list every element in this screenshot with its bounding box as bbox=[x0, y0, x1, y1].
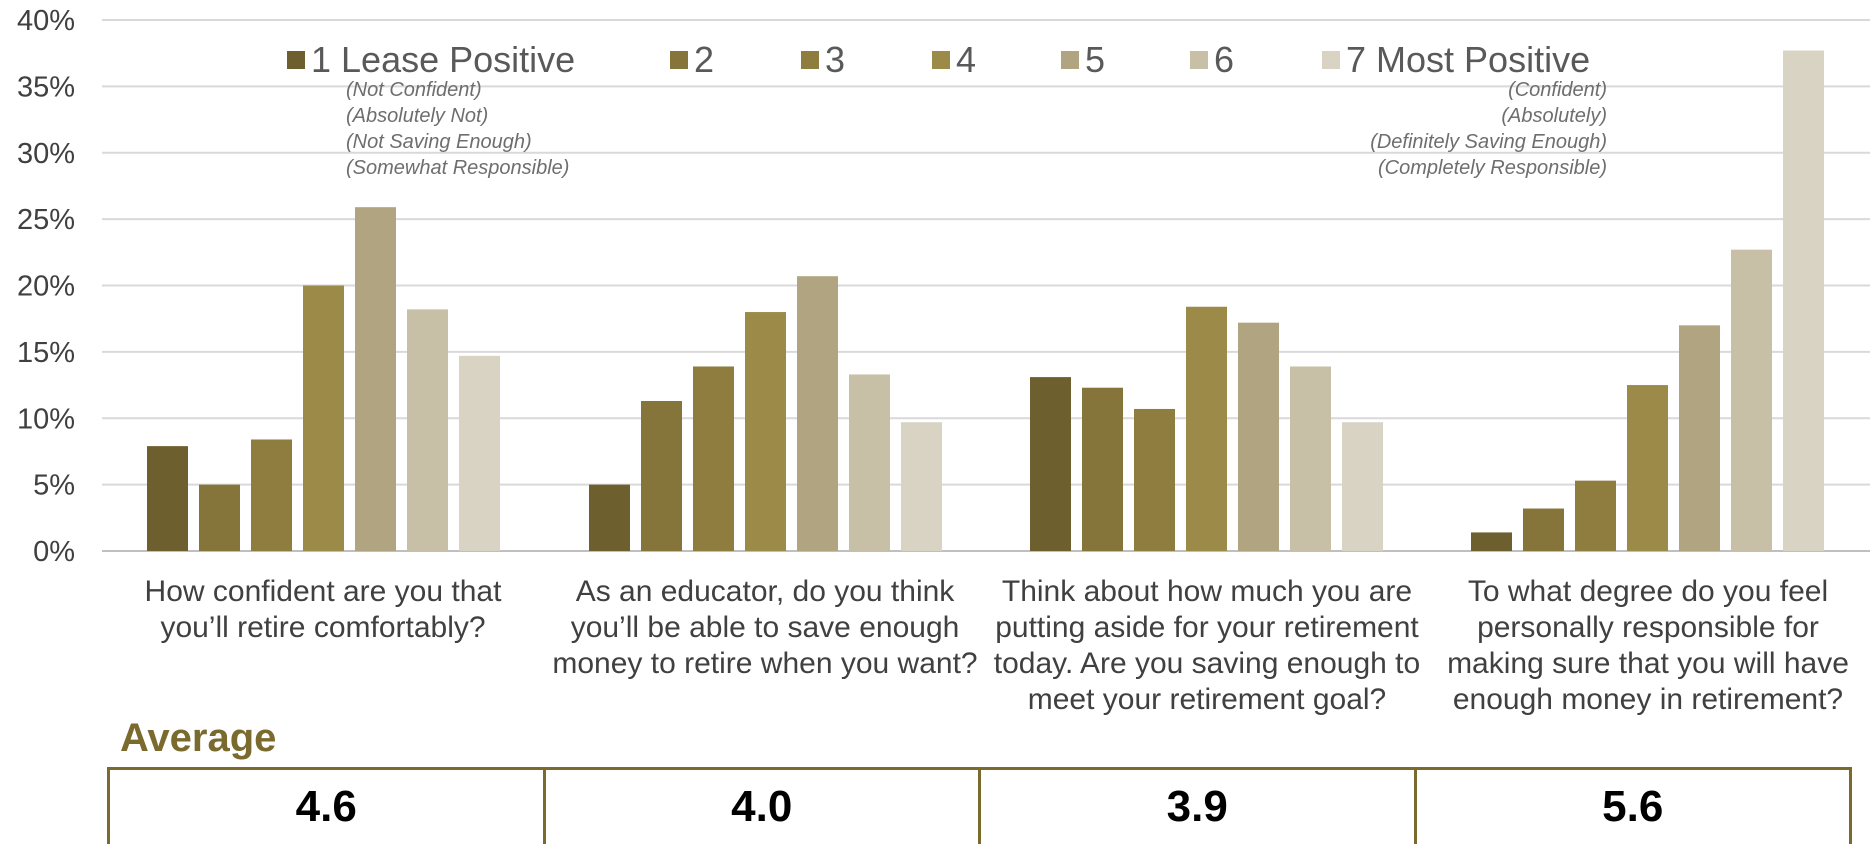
bar bbox=[303, 285, 344, 551]
annotation-left: (Somewhat Responsible) bbox=[346, 157, 569, 179]
legend-label: 2 bbox=[694, 39, 714, 80]
legend: 1 Lease Positive 2 3 4 5 6 7 Most Positive bbox=[287, 39, 1590, 80]
bar bbox=[745, 312, 786, 551]
y-tick-label: 30% bbox=[17, 138, 75, 170]
bar bbox=[1030, 377, 1071, 551]
bar bbox=[901, 422, 942, 551]
average-value-q1: 4.6 bbox=[295, 782, 357, 831]
annotation-left: (Not Confident) bbox=[346, 79, 482, 101]
bar bbox=[589, 484, 630, 551]
annotation-right: (Confident) bbox=[1508, 79, 1607, 101]
legend-label: 5 bbox=[1085, 39, 1105, 80]
bar bbox=[199, 484, 240, 551]
legend-swatch bbox=[801, 51, 819, 69]
category-labels: How confident are you that you’ll retire … bbox=[145, 575, 1849, 716]
category-label: To what degree do you feel personally res… bbox=[1447, 575, 1849, 716]
bars bbox=[147, 50, 1824, 552]
y-tick-label: 20% bbox=[17, 271, 75, 303]
bar bbox=[797, 276, 838, 551]
bar bbox=[1731, 249, 1772, 551]
annotation-right: (Completely Responsible) bbox=[1378, 157, 1607, 179]
gridlines bbox=[102, 19, 1870, 552]
y-tick-label: 5% bbox=[33, 470, 75, 502]
y-tick-label: 35% bbox=[17, 71, 75, 103]
bar bbox=[1783, 50, 1824, 551]
category-label: How confident are you that you’ll retire … bbox=[145, 575, 503, 644]
bar bbox=[1575, 480, 1616, 551]
bar bbox=[849, 374, 890, 551]
bar bbox=[641, 400, 682, 551]
chart: 0% 5% 10% 15% 20% 25% 30% 35% 40% 1 Lease Positi… bbox=[17, 5, 1870, 716]
bar bbox=[693, 366, 734, 551]
bar bbox=[1627, 385, 1668, 551]
annotation-left: (Absolutely Not) bbox=[346, 105, 488, 127]
y-tick-label: 15% bbox=[17, 337, 75, 369]
bar bbox=[1471, 532, 1512, 551]
bar bbox=[1342, 422, 1383, 551]
y-tick-label: 0% bbox=[33, 536, 75, 568]
category-label: As an educator, do you think you’ll be ab… bbox=[552, 575, 977, 680]
legend-label: 4 bbox=[956, 39, 976, 80]
annotation-right: (Definitely Saving Enough) bbox=[1370, 131, 1607, 153]
bar bbox=[251, 439, 292, 551]
bar bbox=[147, 446, 188, 551]
bar bbox=[355, 207, 396, 552]
y-axis-ticks: 0% 5% 10% 15% 20% 25% 30% 35% 40% bbox=[17, 5, 75, 568]
scale-annotations: (Not Confident) (Absolutely Not) (Not Savi… bbox=[346, 79, 1607, 179]
legend-swatch bbox=[287, 51, 305, 69]
legend-swatch bbox=[670, 51, 688, 69]
bar bbox=[407, 309, 448, 551]
legend-swatch bbox=[1061, 51, 1079, 69]
average-value-q4: 5.6 bbox=[1413, 770, 1850, 844]
legend-label: 7 Most Positive bbox=[1346, 39, 1590, 80]
average-value-q3: 3.9 bbox=[978, 770, 1414, 844]
y-tick-label: 25% bbox=[17, 204, 75, 236]
average-table: 4.6 4.0 3.9 5.6 bbox=[107, 767, 1852, 844]
legend-swatch bbox=[1190, 51, 1208, 69]
bar bbox=[459, 355, 500, 551]
annotation-right: (Absolutely) bbox=[1501, 105, 1607, 127]
average-title: Average bbox=[120, 716, 277, 760]
bar bbox=[1082, 387, 1123, 551]
legend-label: 6 bbox=[1214, 39, 1234, 80]
legend-swatch bbox=[1322, 51, 1340, 69]
y-tick-label: 10% bbox=[17, 403, 75, 435]
bar bbox=[1679, 325, 1720, 551]
average-value-q2: 4.0 bbox=[542, 770, 979, 844]
annotation-left: (Not Saving Enough) bbox=[346, 131, 532, 153]
bar bbox=[1238, 322, 1279, 551]
legend-swatch bbox=[932, 51, 950, 69]
bar bbox=[1186, 306, 1227, 551]
legend-label: 3 bbox=[825, 39, 845, 80]
bar bbox=[1523, 508, 1564, 551]
category-label: Think about how much you are putting asid… bbox=[994, 575, 1420, 716]
bar bbox=[1290, 366, 1331, 551]
bar bbox=[1134, 408, 1175, 551]
legend-label: 1 Lease Positive bbox=[311, 39, 575, 80]
y-tick-label: 40% bbox=[17, 5, 75, 37]
